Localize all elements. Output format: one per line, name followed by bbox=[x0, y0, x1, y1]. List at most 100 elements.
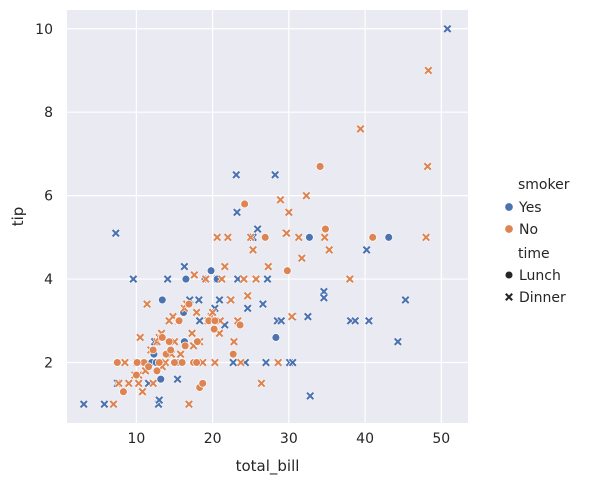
legend-style-title: time bbox=[518, 246, 550, 262]
point-3-22 bbox=[209, 324, 219, 334]
point-0-37 bbox=[305, 391, 315, 401]
point-3-31 bbox=[368, 233, 377, 242]
point-2-65 bbox=[148, 378, 158, 388]
point-0-42 bbox=[350, 316, 360, 326]
point-2-50 bbox=[276, 195, 285, 205]
legend-hue-label-1: No bbox=[519, 222, 538, 238]
point-2-55 bbox=[297, 253, 307, 263]
point-2-41 bbox=[236, 358, 246, 367]
point-3-11 bbox=[166, 345, 175, 355]
point-2-35 bbox=[217, 274, 227, 284]
x-axis-label: total_bill bbox=[236, 457, 300, 476]
point-2-43 bbox=[243, 291, 253, 301]
point-2-47 bbox=[256, 378, 266, 388]
point-2-2 bbox=[120, 358, 130, 367]
point-2-25 bbox=[192, 308, 202, 317]
x-gridlines bbox=[135, 10, 442, 423]
legend-hue-items: Yes No bbox=[504, 200, 542, 238]
point-0-33 bbox=[276, 316, 286, 326]
point-0-11 bbox=[163, 274, 173, 284]
point-0-43 bbox=[362, 245, 372, 255]
point-0-1 bbox=[99, 399, 109, 409]
point-2-59 bbox=[345, 274, 355, 284]
point-0-35 bbox=[288, 358, 298, 367]
y-axis-label: tip bbox=[9, 207, 27, 227]
point-3-8 bbox=[154, 358, 164, 367]
x-tick-labels: 10 20 30 40 50 bbox=[127, 431, 450, 447]
point-2-28 bbox=[201, 274, 211, 284]
y-tick-label-3: 8 bbox=[44, 105, 53, 121]
point-3-35 bbox=[192, 358, 201, 367]
y-tick-labels: 2 4 6 8 10 bbox=[35, 22, 53, 372]
point-2-39 bbox=[229, 337, 239, 347]
point-2-53 bbox=[287, 312, 297, 322]
y-tick-label-1: 4 bbox=[44, 272, 53, 288]
point-3-32 bbox=[174, 316, 184, 326]
point-2-44 bbox=[246, 232, 256, 242]
point-0-29 bbox=[263, 274, 272, 284]
point-3-9 bbox=[158, 333, 167, 342]
point-2-8 bbox=[141, 366, 150, 376]
legend-style-label-1: Dinner bbox=[519, 290, 566, 306]
point-1-1 bbox=[181, 274, 191, 284]
point-3-12 bbox=[170, 358, 179, 367]
point-3-15 bbox=[180, 341, 190, 351]
point-3-14 bbox=[177, 358, 187, 367]
point-0-21 bbox=[231, 170, 241, 180]
point-3-20 bbox=[198, 379, 207, 388]
legend-hue-title: smoker bbox=[518, 177, 570, 193]
point-2-6 bbox=[135, 333, 145, 342]
x-tick-label-3: 40 bbox=[356, 431, 374, 447]
point-2-23 bbox=[187, 328, 197, 338]
series-no-lunch bbox=[113, 162, 377, 396]
point-0-22 bbox=[232, 207, 242, 217]
point-2-24 bbox=[189, 270, 199, 280]
point-0-4 bbox=[128, 274, 138, 284]
point-2-42 bbox=[239, 274, 249, 284]
point-0-46 bbox=[401, 295, 410, 305]
point-2-0 bbox=[109, 399, 118, 409]
point-2-37 bbox=[223, 232, 233, 242]
point-3-34 bbox=[164, 337, 174, 346]
point-2-32 bbox=[210, 358, 220, 367]
point-3-33 bbox=[132, 358, 142, 367]
x-tick-label-4: 50 bbox=[432, 431, 450, 447]
point-2-60 bbox=[356, 124, 365, 134]
point-2-57 bbox=[320, 232, 330, 242]
point-1-4 bbox=[271, 333, 281, 342]
point-3-28 bbox=[283, 266, 292, 275]
point-2-1 bbox=[114, 378, 124, 388]
point-2-22 bbox=[184, 399, 194, 409]
point-1-5 bbox=[305, 233, 314, 242]
point-1-6 bbox=[384, 233, 393, 242]
point-2-63 bbox=[421, 232, 431, 242]
point-0-15 bbox=[194, 295, 204, 305]
point-3-1 bbox=[119, 387, 128, 396]
point-0-27 bbox=[253, 224, 262, 234]
point-3-0 bbox=[113, 358, 122, 367]
legend-hue-marker-1 bbox=[504, 224, 514, 234]
point-2-58 bbox=[324, 245, 334, 255]
point-2-64 bbox=[282, 228, 291, 238]
x-tick-label-0: 10 bbox=[127, 431, 145, 447]
point-2-38 bbox=[226, 295, 236, 305]
point-0-38 bbox=[303, 312, 313, 322]
y-tick-label-0: 2 bbox=[44, 356, 53, 372]
point-2-19 bbox=[176, 349, 185, 359]
legend: smoker Yes No time Lunch Dinner bbox=[504, 177, 570, 306]
point-2-9 bbox=[142, 299, 152, 309]
point-2-48 bbox=[263, 262, 273, 271]
point-3-23 bbox=[210, 316, 220, 326]
point-0-44 bbox=[364, 316, 374, 326]
point-3-18 bbox=[193, 337, 202, 346]
point-2-56 bbox=[301, 191, 311, 201]
point-3-16 bbox=[184, 299, 194, 309]
point-0-25 bbox=[243, 303, 253, 313]
point-0-2 bbox=[111, 228, 121, 238]
legend-hue-label-0: Yes bbox=[518, 200, 542, 216]
legend-style-items: Lunch Dinner bbox=[504, 268, 566, 306]
point-2-7 bbox=[138, 387, 147, 397]
point-3-5 bbox=[144, 362, 153, 371]
point-2-46 bbox=[251, 274, 261, 284]
point-2-61 bbox=[423, 66, 433, 75]
